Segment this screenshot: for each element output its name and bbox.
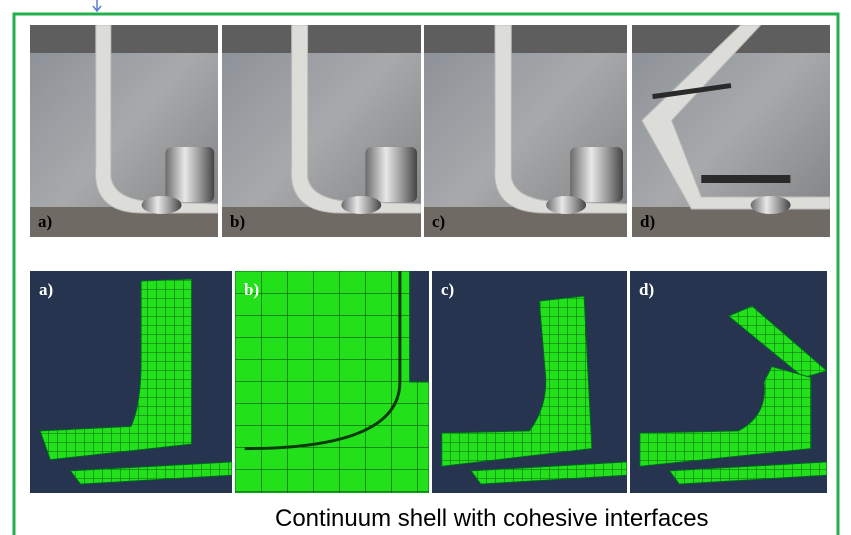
panel-label: b) (230, 212, 245, 231)
cylinder (570, 147, 623, 202)
base-plate (632, 207, 830, 237)
photo-panel: b) (222, 25, 421, 237)
panel-label: d) (639, 280, 654, 299)
photo-panel: c) (424, 25, 627, 237)
figure: Continuum shell with cohesive interfaces… (0, 0, 851, 535)
panel-label: c) (441, 280, 454, 299)
cylinder (365, 147, 417, 202)
caption: Continuum shell with cohesive interfaces (275, 505, 709, 532)
photo-panel: a) (30, 25, 218, 237)
simulation-panel: d) (630, 271, 827, 493)
simulation-panel: a) (30, 271, 232, 493)
cylinder (165, 147, 214, 202)
photo-panel: d) (632, 25, 830, 237)
fixture-dome (142, 196, 182, 214)
crosshead (424, 25, 627, 53)
arrow (93, 0, 101, 11)
panel-label: c) (432, 212, 445, 231)
damage (701, 175, 790, 183)
panel-label: a) (38, 212, 52, 231)
simulation-background (30, 271, 232, 493)
fixture-dome (341, 196, 381, 214)
panel-label: b) (244, 280, 259, 299)
panel-label: a) (39, 280, 53, 299)
crosshead (222, 25, 421, 53)
simulation-panel: b) (235, 271, 429, 493)
panel-label: d) (640, 212, 655, 231)
fixture-dome (751, 196, 791, 214)
crosshead (30, 25, 218, 53)
fixture-dome (546, 196, 586, 214)
simulation-panel: c) (432, 271, 627, 493)
